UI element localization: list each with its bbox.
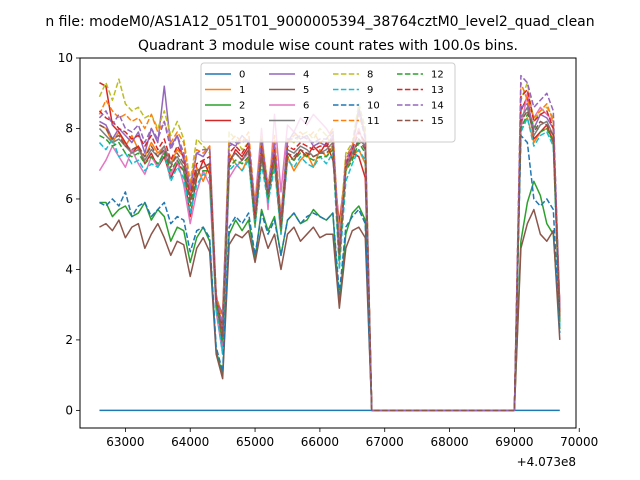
legend-label-14: 14 (431, 101, 444, 112)
legend-label-2: 2 (239, 101, 245, 112)
legend-label-8: 8 (367, 70, 373, 81)
y-tick-label: 6 (65, 192, 73, 206)
y-tick-label: 10 (58, 51, 73, 65)
x-tick-label: 69000 (495, 435, 533, 449)
series-5-line (99, 208, 561, 412)
x-tick-label: 65000 (236, 435, 274, 449)
x-tick-label: 64000 (171, 435, 209, 449)
series-lines (98, 74, 561, 412)
x-tick-label: 70000 (560, 435, 598, 449)
legend-label-15: 15 (431, 116, 444, 127)
legend-label-12: 12 (431, 70, 444, 81)
legend-label-7: 7 (303, 116, 309, 127)
y-tick-label: 0 (65, 403, 73, 417)
chart-title: Quadrant 3 module wise count rates with … (138, 38, 518, 54)
legend-label-4: 4 (303, 70, 309, 81)
legend-label-3: 3 (239, 116, 245, 127)
legend-label-11: 11 (367, 116, 380, 127)
series-15-line (99, 110, 561, 412)
x-tick-label: 66000 (301, 435, 339, 449)
legend-label-5: 5 (303, 85, 309, 96)
y-tick-label: 4 (65, 262, 73, 276)
legend-label-9: 9 (367, 85, 373, 96)
legend-label-13: 13 (431, 85, 444, 96)
y-axis: 0 2 4 6 8 10 (58, 51, 80, 417)
legend-box (200, 62, 456, 143)
series-12-line (99, 113, 561, 412)
legend-label-1: 1 (239, 85, 245, 96)
y-tick-label: 8 (65, 121, 73, 135)
legend-label-10: 10 (367, 101, 380, 112)
series-14-line (98, 74, 561, 412)
legend-label-6: 6 (303, 101, 309, 112)
legend-label-0: 0 (239, 70, 245, 81)
x-tick-label: 68000 (430, 435, 468, 449)
x-tick-label: 63000 (106, 435, 144, 449)
x-tick-label: 67000 (366, 435, 404, 449)
figure-suptitle: n file: modeM0/AS1A12_051T01_9000005394_… (45, 14, 594, 30)
series-10-line (99, 134, 561, 412)
y-tick-label: 2 (65, 333, 73, 347)
plot-frame (79, 57, 577, 429)
x-offset-label: +4.073e8 (517, 455, 576, 469)
x-axis: 63000 64000 65000 66000 67000 68000 69000 70000 (106, 428, 598, 449)
